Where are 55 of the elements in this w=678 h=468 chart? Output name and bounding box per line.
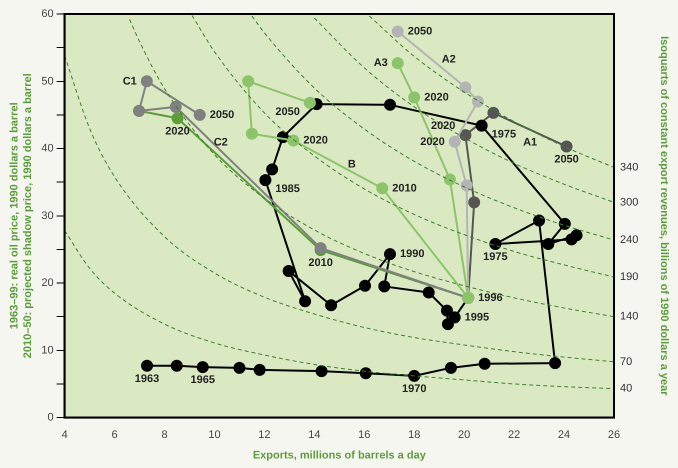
- x-tick-label: 8: [161, 429, 168, 442]
- series-label: 190: [620, 271, 638, 284]
- annotation: 2050: [408, 26, 432, 38]
- annotation: A2: [442, 53, 456, 66]
- y-tick-label: 50: [41, 75, 54, 88]
- x-tick-label: 16: [358, 429, 370, 442]
- annotation: B: [348, 158, 356, 170]
- y-tick-label: 40: [41, 142, 54, 155]
- series-label: 300: [620, 196, 638, 208]
- series-label: 140: [620, 310, 638, 323]
- annotation: 2020: [165, 125, 190, 138]
- series-label: 240: [620, 234, 638, 246]
- series-label: 340: [620, 161, 638, 174]
- annotation: A3: [374, 57, 388, 70]
- y-tick-label: 30: [41, 210, 54, 222]
- y-tick-label: 0: [48, 412, 54, 424]
- annotation: 2020: [430, 120, 456, 132]
- annotation: A1: [523, 136, 538, 149]
- annotation: 1965: [190, 374, 215, 386]
- annotation: 1995: [464, 311, 490, 324]
- annotation: 2020: [303, 134, 328, 146]
- x-tick-label: 10: [208, 429, 221, 442]
- x-tick-label: 4: [62, 429, 68, 442]
- x-tick-label: 24: [558, 429, 570, 442]
- annotation: 1996: [478, 292, 503, 304]
- annotation: 2050: [210, 108, 234, 121]
- annotation: 2050: [554, 154, 579, 166]
- x-tick-label: 14: [308, 429, 320, 442]
- annotation: C1: [122, 75, 137, 88]
- annotation: 2020: [424, 91, 449, 104]
- y-axis-title: 1963–99: real oil price, 1990 dollars a barrel 2010–50: projected shadow price, 1990 dollars a barrel: [8, 73, 34, 358]
- y-tick-label: 20: [41, 277, 54, 290]
- x-tick-label: 18: [408, 429, 420, 442]
- annotation: C2: [214, 136, 228, 149]
- annotation: 2010: [392, 182, 417, 194]
- annotation: 2050: [275, 106, 300, 118]
- x-tick-label: 26: [608, 429, 620, 442]
- series-label: 70: [620, 356, 632, 368]
- annotation: 1975: [492, 128, 516, 141]
- series-label: 40: [620, 382, 632, 395]
- annotation: 1963: [134, 372, 160, 385]
- annotation: 1985: [275, 183, 300, 196]
- annotation: 2020: [420, 136, 445, 148]
- annotation: 1990: [400, 248, 424, 260]
- x-axis-title: Exports, millions of barrels a day: [252, 449, 427, 462]
- x-tick-label: 12: [258, 429, 271, 442]
- y-tick-label: 60: [41, 8, 54, 20]
- x-tick-label: 20: [458, 429, 470, 442]
- y2-axis-title: Isoquarts of constant export revenues, billions of 1990 dollars a year: [658, 36, 670, 396]
- annotation: 1970: [402, 382, 426, 395]
- y-tick-label: 10: [41, 344, 54, 356]
- x-tick-label: 22: [508, 429, 520, 442]
- x-tick-label: 6: [112, 429, 118, 442]
- annotation: 2010: [308, 257, 333, 270]
- annotation: 1975: [483, 251, 508, 264]
